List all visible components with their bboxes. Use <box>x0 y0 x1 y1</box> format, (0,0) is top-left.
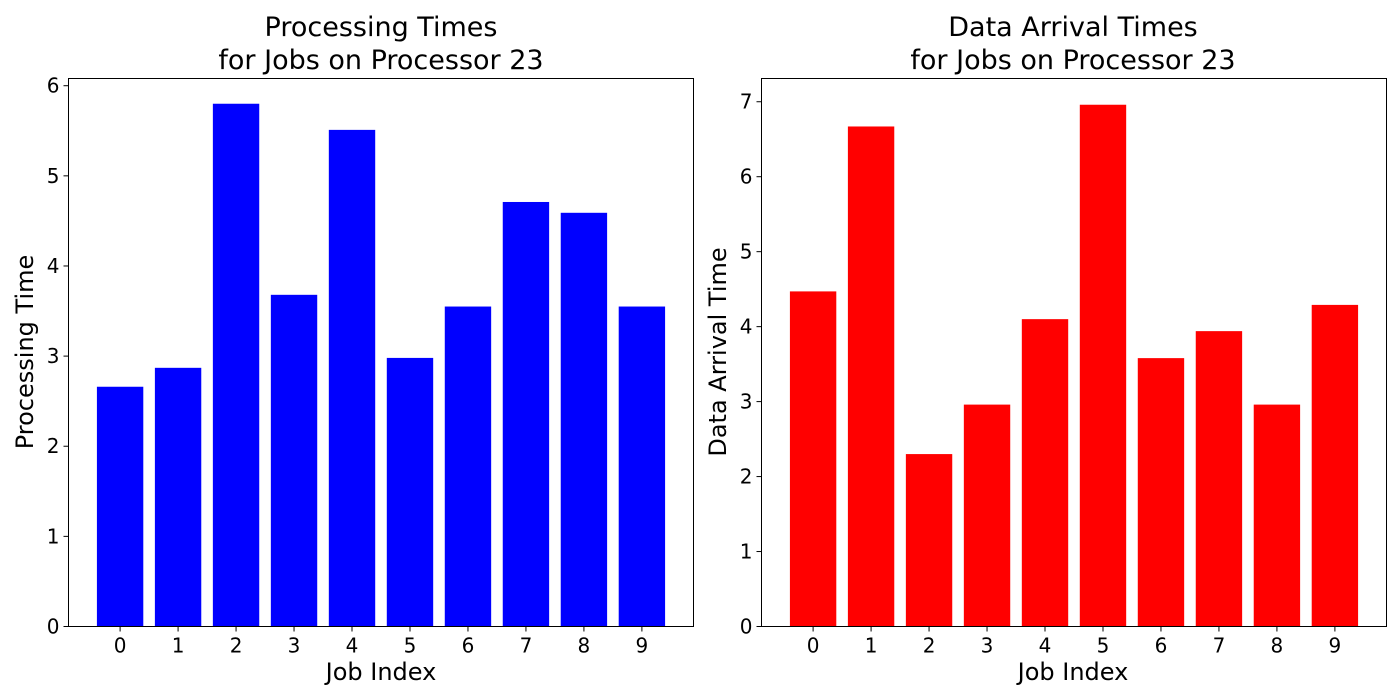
y-tick-label: 6 <box>47 74 60 98</box>
x-tick-label: 3 <box>288 634 301 658</box>
x-tick-label: 4 <box>1039 634 1052 658</box>
plot-frame <box>761 78 1387 627</box>
y-axis-label: Data Arrival Time <box>704 247 732 456</box>
x-axis-ticks: 0 1 2 3 4 5 6 7 8 9 <box>807 626 1342 658</box>
processing-times-chart: Processing Times for Jobs on Processor 2… <box>11 12 694 686</box>
bars <box>96 103 666 627</box>
x-tick-label: 8 <box>1271 634 1284 658</box>
bar-2 <box>905 454 953 627</box>
x-axis-ticks: 0 1 2 3 4 5 6 7 8 9 <box>114 626 649 658</box>
x-tick-label: 2 <box>923 634 936 658</box>
y-tick-label: 1 <box>47 524 60 548</box>
x-tick-label: 1 <box>172 634 185 658</box>
x-tick-label: 5 <box>404 634 417 658</box>
x-tick-label: 1 <box>865 634 878 658</box>
bar-0 <box>96 386 144 627</box>
x-tick-label: 2 <box>230 634 243 658</box>
bar-7 <box>502 201 550 627</box>
bar-8 <box>1253 404 1301 627</box>
plot-frame <box>68 78 694 627</box>
x-tick-label: 7 <box>1213 634 1226 658</box>
y-tick-label: 5 <box>740 240 753 264</box>
chart-title-line2: for Jobs on Processor 23 <box>910 45 1235 76</box>
bar-8 <box>560 212 608 627</box>
y-tick-label: 2 <box>47 434 60 458</box>
bar-9 <box>1311 304 1359 627</box>
bars <box>789 104 1359 627</box>
y-tick-label: 6 <box>740 165 753 189</box>
chart-title-line1: Processing Times <box>265 12 498 43</box>
bar-9 <box>618 306 666 627</box>
x-tick-label: 8 <box>578 634 591 658</box>
x-tick-label: 6 <box>462 634 475 658</box>
bar-1 <box>154 367 202 627</box>
x-tick-label: 9 <box>636 634 649 658</box>
bar-2 <box>212 103 260 627</box>
bar-3 <box>963 404 1011 627</box>
y-tick-label: 3 <box>47 344 60 368</box>
chart-title-line1: Data Arrival Times <box>948 12 1198 43</box>
bar-0 <box>789 291 837 627</box>
y-tick-label: 4 <box>740 315 753 339</box>
data-arrival-times-chart: Data Arrival Times for Jobs on Processor… <box>704 12 1387 686</box>
x-tick-label: 5 <box>1097 634 1110 658</box>
y-tick-label: 5 <box>47 164 60 188</box>
bar-5 <box>1079 104 1127 627</box>
x-tick-label: 0 <box>114 634 127 658</box>
y-tick-label: 3 <box>740 390 753 414</box>
y-tick-label: 1 <box>740 540 753 564</box>
y-tick-label: 0 <box>740 615 753 639</box>
x-tick-label: 7 <box>520 634 533 658</box>
bar-1 <box>847 126 895 627</box>
y-axis-ticks: 0 1 2 3 4 5 6 7 <box>740 90 762 639</box>
y-tick-label: 7 <box>740 90 753 114</box>
bar-3 <box>270 294 318 627</box>
x-tick-label: 3 <box>981 634 994 658</box>
y-tick-label: 2 <box>740 465 753 489</box>
x-tick-label: 4 <box>346 634 359 658</box>
bar-6 <box>1137 358 1185 627</box>
y-tick-label: 4 <box>47 254 60 278</box>
y-tick-label: 0 <box>47 615 60 639</box>
bar-7 <box>1195 331 1243 627</box>
bar-4 <box>328 129 376 627</box>
bar-5 <box>386 357 434 627</box>
x-tick-label: 9 <box>1329 634 1342 658</box>
x-axis-label: Job Index <box>1016 658 1129 686</box>
y-axis-ticks: 0 1 2 3 4 5 6 <box>47 74 69 639</box>
y-axis-label: Processing Time <box>11 255 39 450</box>
chart-title-line2: for Jobs on Processor 23 <box>218 45 543 76</box>
bar-4 <box>1021 319 1069 627</box>
bar-6 <box>444 306 492 627</box>
x-tick-label: 6 <box>1155 634 1168 658</box>
x-tick-label: 0 <box>807 634 820 658</box>
x-axis-label: Job Index <box>324 658 437 686</box>
